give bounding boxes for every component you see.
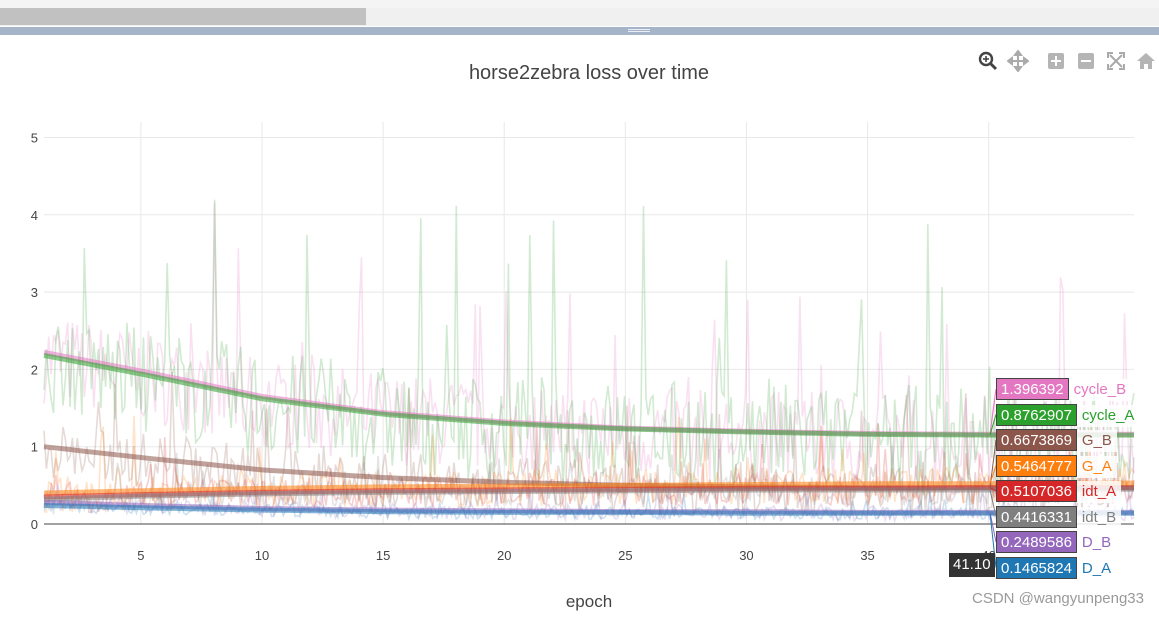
zoom-icon[interactable] [977, 50, 999, 72]
raw-series-line-cycle_B [43, 202, 1135, 487]
smoothed-series-line-G_A [43, 480, 1135, 496]
hover-value: 0.6673869 [996, 429, 1077, 451]
x-tick-label: 10 [255, 548, 269, 563]
hover-value: 0.1465824 [996, 556, 1077, 579]
hover-series-name: cycle_B [1068, 379, 1132, 401]
hover-connector [989, 414, 997, 436]
hover-connector [989, 489, 997, 517]
hover-series-name: idt_A [1076, 481, 1122, 503]
hover-label-D_B: 0.2489586 D_B [996, 531, 1117, 554]
x-hover-label: 41.10 [949, 553, 995, 577]
hover-label-cycle_A: 0.8762907 cycle_A [996, 403, 1140, 427]
hover-label-D_A: 0.1465824 D_A [996, 556, 1117, 580]
x-tick-label: 20 [497, 548, 511, 563]
panel-splitter[interactable] [0, 27, 1159, 35]
hover-label-G_A: 0.5464777 G_A [996, 454, 1117, 478]
hover-connector [989, 513, 997, 568]
raw-series-line-cycle_A [43, 199, 1135, 496]
hover-value: 0.5107036 [996, 480, 1077, 502]
x-tick-label: 35 [860, 548, 874, 563]
hover-series-name: G_B [1076, 430, 1117, 452]
hover-label-G_B: 0.6673869 G_B [996, 429, 1117, 452]
raw-series-line-G_A [43, 416, 1135, 514]
hover-connector [989, 487, 997, 492]
hover-series-name: G_A [1076, 455, 1117, 478]
grid-lines [44, 122, 1134, 525]
hover-series-name: idt_B [1076, 506, 1122, 529]
y-tick-label: 0 [31, 517, 38, 532]
x-tick-label: 25 [618, 548, 632, 563]
hover-value: 0.8762907 [996, 403, 1077, 426]
smoothed-series-line-cycle_A [43, 353, 1134, 438]
hover-connector [989, 388, 997, 435]
x-axis-title: epoch [565, 592, 613, 611]
reset-axes-icon[interactable] [1135, 50, 1157, 72]
chart-title: horse2zebra loss over time [468, 62, 710, 84]
hover-label-idt_B: 0.4416331 idt_B [996, 505, 1122, 529]
hover-label-cycle_B: 1.396392 cycle_B [996, 378, 1132, 401]
hover-value: 0.2489586 [996, 531, 1077, 553]
series-lines [43, 199, 1135, 524]
y-tick-label: 3 [31, 285, 38, 300]
y-tick-label: 5 [31, 130, 38, 145]
raw-series-line-idt_A [43, 423, 1135, 514]
hover-series-name: cycle_A [1076, 404, 1140, 427]
horizontal-scrollbar[interactable] [0, 8, 1159, 26]
x-tick-label: 5 [137, 548, 144, 563]
hover-value: 1.396392 [996, 378, 1069, 400]
smoothed-series-line-D_A [43, 502, 1134, 516]
zoom-out-icon[interactable] [1075, 50, 1097, 72]
x-tick-label: 30 [739, 548, 753, 563]
hover-connector-lines [989, 388, 997, 568]
autoscale-icon[interactable] [1105, 50, 1127, 72]
hover-series-name: D_A [1076, 557, 1117, 580]
pan-icon[interactable] [1006, 49, 1030, 73]
hover-connector [989, 512, 997, 543]
scrollbar-thumb[interactable] [0, 8, 366, 25]
hover-series-name: D_B [1076, 532, 1117, 554]
hover-connector [989, 465, 997, 484]
hover-value: 0.5464777 [996, 454, 1077, 477]
zoom-in-icon[interactable] [1045, 50, 1067, 72]
splitter-grip-icon[interactable] [628, 29, 650, 32]
y-tick-label: 2 [31, 362, 38, 377]
watermark: CSDN @wangyunpeng33 [972, 590, 1144, 607]
hover-label-idt_A: 0.5107036 idt_A [996, 480, 1122, 503]
y-tick-label: 1 [31, 440, 38, 455]
hover-value: 0.4416331 [996, 505, 1077, 528]
y-tick-label: 4 [31, 208, 38, 223]
x-tick-label: 15 [376, 548, 390, 563]
smoothed-series-line-idt_B [43, 486, 1135, 502]
